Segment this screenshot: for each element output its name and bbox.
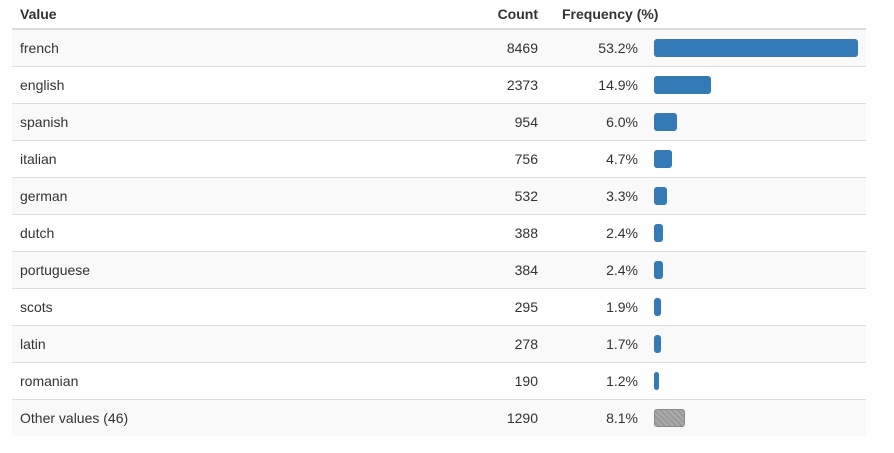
header-count[interactable]: Count — [432, 0, 546, 30]
cell-value: Other values (46) — [12, 399, 432, 436]
cell-frequency: 4.7% — [546, 140, 646, 178]
table-row-other: Other values (46) 1290 8.1% — [12, 399, 866, 436]
frequency-table: Value Count Frequency (%) french 8469 53.2… — [12, 0, 866, 436]
cell-value: italian — [12, 140, 432, 178]
frequency-bar — [654, 335, 661, 353]
table-row: german 532 3.3% — [12, 177, 866, 215]
cell-count: 954 — [432, 103, 546, 141]
cell-frequency: 1.9% — [546, 288, 646, 326]
cell-count: 532 — [432, 177, 546, 215]
cell-frequency: 3.3% — [546, 177, 646, 215]
frequency-bar-other — [654, 409, 686, 427]
cell-count: 384 — [432, 251, 546, 289]
cell-count: 388 — [432, 214, 546, 252]
frequency-bar — [654, 39, 858, 57]
cell-count: 190 — [432, 362, 546, 400]
header-value[interactable]: Value — [12, 0, 432, 30]
cell-frequency: 6.0% — [546, 103, 646, 141]
cell-value: dutch — [12, 214, 432, 252]
cell-count: 756 — [432, 140, 546, 178]
cell-bar — [646, 325, 866, 363]
cell-frequency: 2.4% — [546, 251, 646, 289]
cell-bar — [646, 214, 866, 252]
cell-value: romanian — [12, 362, 432, 400]
cell-frequency: 1.7% — [546, 325, 646, 363]
cell-bar — [646, 66, 866, 104]
cell-frequency: 14.9% — [546, 66, 646, 104]
table-header: Value Count Frequency (%) — [12, 0, 866, 30]
cell-count: 1290 — [432, 399, 546, 436]
table-row: portuguese 384 2.4% — [12, 251, 866, 289]
frequency-bar — [654, 372, 659, 390]
cell-frequency: 2.4% — [546, 214, 646, 252]
cell-frequency: 53.2% — [546, 28, 646, 67]
frequency-bar — [654, 150, 673, 168]
table-row: french 8469 53.2% — [12, 28, 866, 67]
table-row: english 2373 14.9% — [12, 66, 866, 104]
table-row: spanish 954 6.0% — [12, 103, 866, 141]
cell-frequency: 8.1% — [546, 399, 646, 436]
cell-bar — [646, 177, 866, 215]
frequency-bar — [654, 261, 664, 279]
cell-bar — [646, 399, 866, 436]
table-row: latin 278 1.7% — [12, 325, 866, 363]
cell-value: english — [12, 66, 432, 104]
table-row: romanian 190 1.2% — [12, 362, 866, 400]
cell-bar — [646, 28, 866, 67]
cell-count: 295 — [432, 288, 546, 326]
table-row: dutch 388 2.4% — [12, 214, 866, 252]
cell-bar — [646, 103, 866, 141]
table-body: french 8469 53.2% english 2373 14.9% spanish 95… — [12, 28, 866, 436]
cell-value: spanish — [12, 103, 432, 141]
frequency-bar — [654, 298, 662, 316]
cell-bar — [646, 288, 866, 326]
cell-count: 2373 — [432, 66, 546, 104]
frequency-bar — [654, 224, 664, 242]
table-row: italian 756 4.7% — [12, 140, 866, 178]
frequency-bar — [654, 187, 667, 205]
table-row: scots 295 1.9% — [12, 288, 866, 326]
frequency-bar — [654, 113, 677, 131]
cell-value: latin — [12, 325, 432, 363]
cell-value: scots — [12, 288, 432, 326]
frequency-bar — [654, 76, 712, 94]
cell-count: 278 — [432, 325, 546, 363]
cell-bar — [646, 140, 866, 178]
cell-value: portuguese — [12, 251, 432, 289]
cell-frequency: 1.2% — [546, 362, 646, 400]
cell-value: german — [12, 177, 432, 215]
cell-bar — [646, 251, 866, 289]
cell-count: 8469 — [432, 28, 546, 67]
cell-value: french — [12, 28, 432, 67]
header-row: Value Count Frequency (%) — [12, 0, 866, 30]
cell-bar — [646, 362, 866, 400]
header-frequency[interactable]: Frequency (%) — [546, 0, 866, 30]
